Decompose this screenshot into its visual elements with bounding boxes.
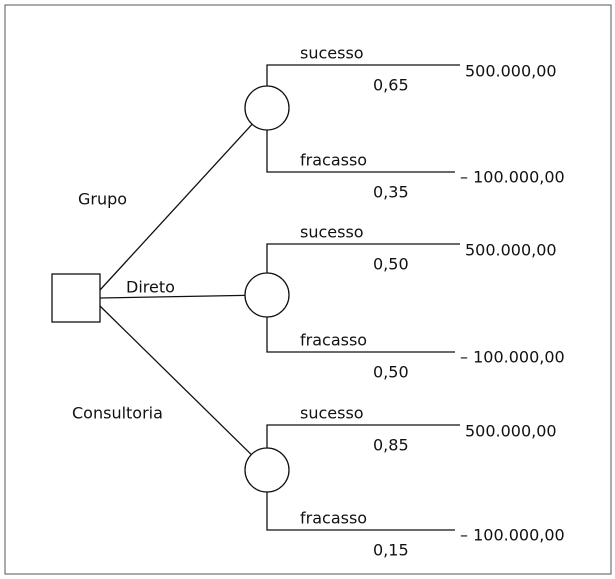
outcome-line xyxy=(266,243,460,273)
outcome-line xyxy=(266,64,460,86)
payoff: – 100.000,00 xyxy=(460,526,565,545)
chance-node xyxy=(244,272,290,318)
outcome-line xyxy=(266,424,460,448)
alternative-label: Consultoria xyxy=(72,404,163,423)
branch-line xyxy=(99,305,252,456)
outcome-label: sucesso xyxy=(300,44,364,63)
frame xyxy=(4,4,612,575)
payoff: 500.000,00 xyxy=(465,62,557,81)
outcome-line xyxy=(266,492,455,531)
payoff: – 100.000,00 xyxy=(460,348,565,367)
probability: 0,50 xyxy=(373,363,409,382)
payoff: – 100.000,00 xyxy=(460,168,565,187)
outcome-line xyxy=(266,317,455,353)
outcome-label: sucesso xyxy=(300,223,364,242)
alternative-label: Grupo xyxy=(78,190,127,209)
probability: 0,65 xyxy=(373,76,409,95)
alternative-label: Direto xyxy=(126,278,175,297)
outcome-label: fracasso xyxy=(300,331,367,350)
probability: 0,15 xyxy=(373,541,409,560)
outcome-label: fracasso xyxy=(300,509,367,528)
outcome-line xyxy=(266,130,455,173)
payoff: 500.000,00 xyxy=(465,422,557,441)
probability: 0,50 xyxy=(373,255,409,274)
outcome-label: fracasso xyxy=(300,151,367,170)
decision-node xyxy=(51,273,101,323)
probability: 0,35 xyxy=(373,183,409,202)
branch-line xyxy=(99,294,246,299)
payoff: 500.000,00 xyxy=(465,241,557,260)
outcome-label: sucesso xyxy=(300,404,364,423)
chance-node xyxy=(244,447,290,493)
probability: 0,85 xyxy=(373,436,409,455)
chance-node xyxy=(244,85,290,131)
branch-line xyxy=(99,123,253,291)
